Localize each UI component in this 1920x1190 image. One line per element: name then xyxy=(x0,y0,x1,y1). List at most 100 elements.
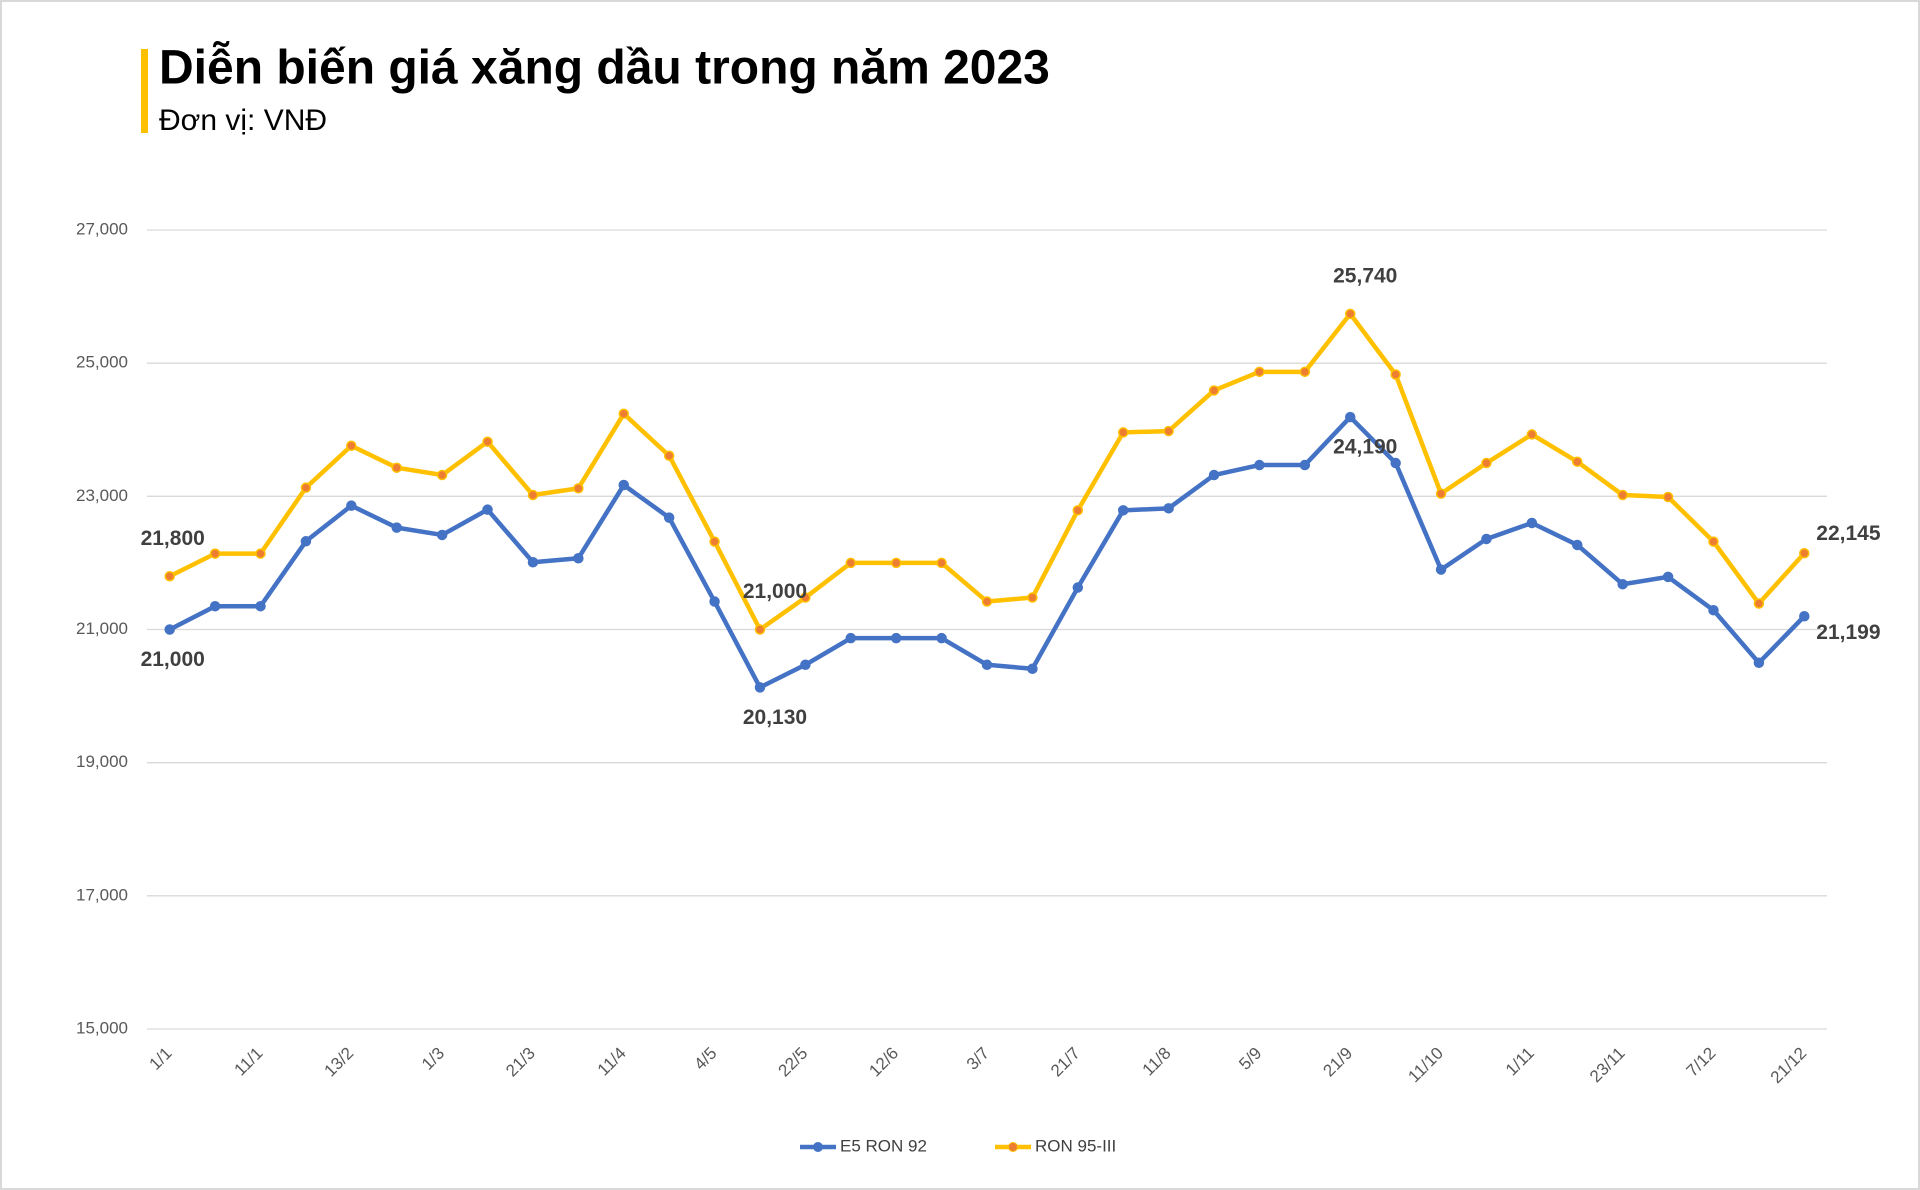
data-label: 24,190 xyxy=(1333,436,1397,459)
data-point xyxy=(1072,505,1084,516)
y-tick-label: 21,000 xyxy=(76,619,128,638)
data-point xyxy=(1163,425,1174,437)
data-point xyxy=(890,557,902,569)
data-point xyxy=(1572,456,1583,467)
data-label: 25,740 xyxy=(1333,264,1397,287)
data-point xyxy=(1708,536,1719,547)
data-point xyxy=(436,469,448,481)
data-point xyxy=(209,548,221,559)
data-point xyxy=(845,632,857,644)
data-point xyxy=(845,557,857,569)
data-label: 20,130 xyxy=(743,706,807,729)
data-point xyxy=(391,462,402,473)
data-point xyxy=(255,600,266,612)
data-point xyxy=(573,483,584,494)
data-point xyxy=(1617,578,1628,590)
data-point xyxy=(1390,457,1401,469)
data-point xyxy=(981,596,993,607)
legend-item: RON 95-III xyxy=(995,1136,1116,1155)
data-point xyxy=(1526,517,1538,529)
data-point xyxy=(164,624,175,635)
data-point xyxy=(1390,369,1401,380)
data-point xyxy=(1072,582,1084,593)
data-point xyxy=(1299,459,1311,471)
data-point xyxy=(527,557,539,568)
data-point xyxy=(618,408,630,420)
y-tick-label: 23,000 xyxy=(76,486,128,505)
data-point xyxy=(346,500,357,511)
title-accent xyxy=(141,49,148,133)
data-point xyxy=(1117,427,1129,438)
data-point xyxy=(300,536,312,547)
data-point xyxy=(1753,657,1765,669)
data-point xyxy=(482,504,493,515)
data-point xyxy=(1344,308,1356,320)
data-point xyxy=(1344,411,1356,423)
data-point xyxy=(800,592,811,603)
data-point xyxy=(618,479,630,491)
data-point xyxy=(1799,610,1810,622)
data-point xyxy=(981,659,993,671)
data-point xyxy=(482,436,493,447)
data-point xyxy=(527,489,539,501)
data-point xyxy=(890,632,902,644)
data-point xyxy=(1435,564,1447,575)
data-label: 21,000 xyxy=(743,580,807,603)
data-point xyxy=(1208,469,1220,481)
data-point xyxy=(1526,429,1538,440)
data-label: 21,800 xyxy=(141,527,205,550)
data-point xyxy=(573,553,584,564)
data-point xyxy=(663,512,675,523)
y-tick-label: 17,000 xyxy=(76,885,128,904)
data-point xyxy=(1753,598,1765,609)
legend-marker xyxy=(813,1142,823,1152)
data-point xyxy=(1254,459,1265,471)
data-point xyxy=(936,557,947,569)
data-point xyxy=(709,536,720,547)
data-point xyxy=(1662,571,1674,583)
y-tick-label: 25,000 xyxy=(76,353,128,372)
data-point xyxy=(1254,366,1265,378)
y-tick-label: 19,000 xyxy=(76,752,128,771)
data-point xyxy=(1027,592,1038,603)
legend-marker xyxy=(1008,1142,1018,1152)
data-point xyxy=(1208,385,1220,396)
data-point xyxy=(1117,505,1129,516)
data-point xyxy=(800,659,811,671)
data-point xyxy=(1435,488,1447,499)
data-label: 22,145 xyxy=(1816,522,1881,545)
chart-title: Diễn biến giá xăng dầu trong năm 2023 xyxy=(159,41,1050,95)
legend-item: E5 RON 92 xyxy=(800,1136,927,1155)
data-point xyxy=(436,529,448,541)
data-point xyxy=(300,482,312,493)
data-point xyxy=(255,548,266,559)
data-point xyxy=(1481,533,1492,545)
data-point xyxy=(346,440,357,451)
data-point xyxy=(1617,489,1628,501)
data-point xyxy=(754,682,766,693)
data-point xyxy=(663,450,675,461)
data-point xyxy=(709,596,720,607)
data-point xyxy=(936,632,947,644)
data-point xyxy=(391,522,402,533)
chart-subtitle: Đơn vị: VNĐ xyxy=(159,104,327,137)
data-point xyxy=(209,600,221,612)
y-tick-label: 15,000 xyxy=(76,1018,128,1037)
y-tick-label: 27,000 xyxy=(76,219,128,238)
data-point xyxy=(1027,663,1038,675)
data-label: 21,000 xyxy=(141,648,205,671)
data-point xyxy=(164,570,175,582)
data-point xyxy=(1708,604,1719,616)
data-point xyxy=(1481,457,1492,469)
data-point xyxy=(1662,491,1674,503)
data-point xyxy=(1299,366,1311,378)
legend-label: E5 RON 92 xyxy=(840,1136,927,1155)
data-point xyxy=(1799,548,1810,559)
data-point xyxy=(754,624,766,635)
legend-label: RON 95-III xyxy=(1035,1136,1116,1155)
data-point xyxy=(1163,503,1174,514)
data-label: 21,199 xyxy=(1816,621,1880,644)
data-point xyxy=(1572,539,1583,551)
